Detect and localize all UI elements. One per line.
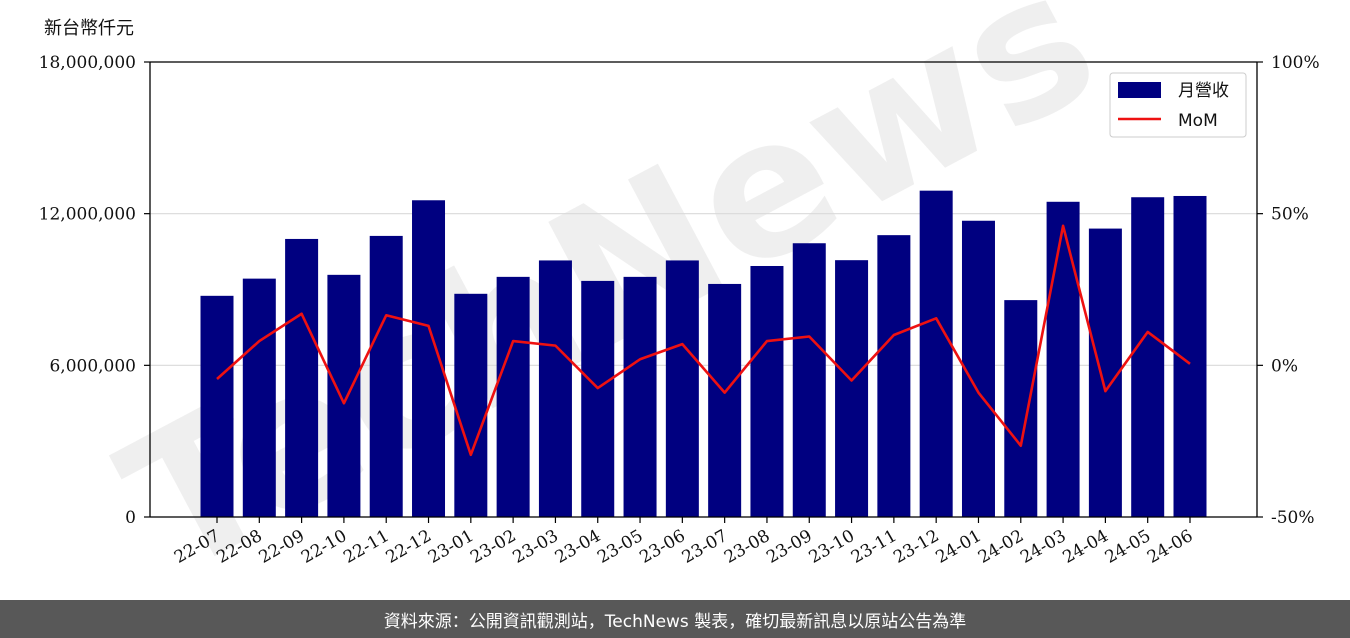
x-tick-label: 23-07 <box>679 526 731 568</box>
x-tick-label: 24-06 <box>1144 526 1196 568</box>
bar-24-02 <box>1004 300 1038 517</box>
left-tick-label: 6,000,000 <box>49 356 136 376</box>
x-tick-label: 23-11 <box>848 526 900 568</box>
bar-23-12 <box>919 190 953 518</box>
bar-23-09 <box>792 243 826 517</box>
left-tick-label: 12,000,000 <box>39 205 136 225</box>
right-tick-label: -50% <box>1271 508 1315 528</box>
x-tick-label: 24-02 <box>975 526 1027 568</box>
bar-23-11 <box>877 235 911 517</box>
right-tick-label: 0% <box>1271 356 1298 376</box>
bar-23-06 <box>665 260 699 517</box>
x-tick-label: 24-05 <box>1102 526 1154 568</box>
bar-23-10 <box>835 260 869 517</box>
left-tick-label: 18,000,000 <box>39 53 136 73</box>
chart-area: 新台幣仟元 TechNews06,000,00012,000,00018,000… <box>39 0 1320 600</box>
x-tick-label: 23-08 <box>721 526 773 568</box>
legend-swatch-bar <box>1118 82 1161 98</box>
x-tick-label: 23-06 <box>636 526 688 568</box>
legend: 月營收 MoM <box>1109 72 1247 138</box>
y-axis-unit-label: 新台幣仟元 <box>44 18 134 39</box>
x-tick-label: 23-12 <box>890 526 942 568</box>
bar-22-11 <box>369 235 403 517</box>
mom-line <box>216 224 1191 457</box>
bar-23-07 <box>708 283 742 517</box>
x-tick-label: 23-09 <box>763 526 815 568</box>
x-tick-label: 24-04 <box>1059 526 1111 568</box>
x-tick-label: 22-12 <box>383 526 435 568</box>
bar-23-01 <box>454 293 488 517</box>
bar-22-09 <box>285 238 319 517</box>
left-tick-label: 0 <box>125 508 136 528</box>
bar-24-04 <box>1088 228 1122 517</box>
x-tick-label: 23-05 <box>594 526 646 568</box>
bar-22-08 <box>242 278 276 517</box>
x-tick-label: 23-10 <box>806 526 858 568</box>
bar-23-05 <box>623 276 657 517</box>
bar-24-01 <box>961 220 995 517</box>
bar-23-04 <box>581 280 615 517</box>
right-tick-label: 100% <box>1271 53 1320 73</box>
right-tick-label: 50% <box>1271 205 1309 225</box>
x-tick-label: 24-03 <box>1017 526 1069 568</box>
x-tick-label: 23-03 <box>509 526 561 568</box>
bar-22-10 <box>327 274 361 517</box>
bar-22-07 <box>200 295 234 517</box>
bar-23-03 <box>538 260 572 517</box>
bar-24-03 <box>1046 201 1080 517</box>
x-tick-label: 23-02 <box>467 526 519 568</box>
x-tick-label: 23-04 <box>552 526 604 568</box>
footer-source-note: 資料來源：公開資訊觀測站，TechNews 製表，確切最新訊息以原站公告為準 <box>0 600 1350 638</box>
legend-label-bar: 月營收 <box>1178 81 1229 101</box>
x-tick-label: 24-01 <box>933 526 985 568</box>
x-tick-label: 23-01 <box>425 526 477 568</box>
bar-23-02 <box>496 276 530 517</box>
bar-24-05 <box>1131 197 1165 517</box>
legend-label-line: MoM <box>1178 111 1218 131</box>
chart-svg: TechNews06,000,00012,000,00018,000,000-5… <box>39 0 1320 600</box>
bar-23-08 <box>750 265 784 517</box>
